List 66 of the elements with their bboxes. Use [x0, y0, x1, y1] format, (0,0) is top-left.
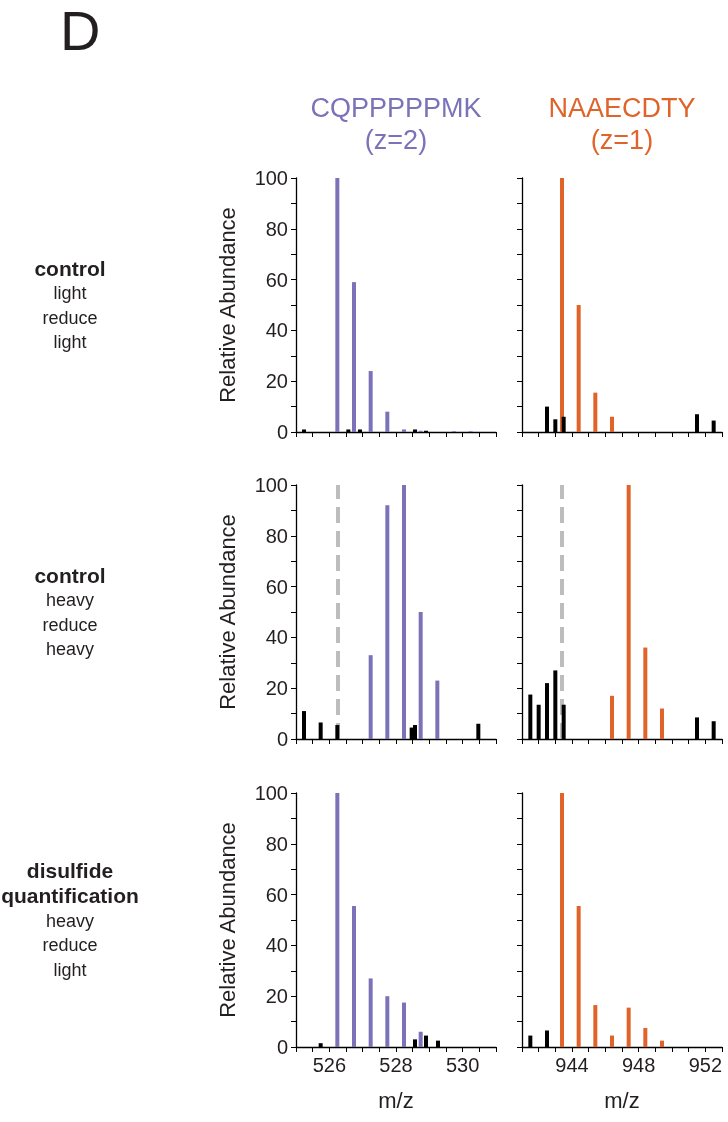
bar	[610, 695, 614, 739]
bar	[610, 416, 614, 432]
bar	[660, 708, 664, 739]
y-tick-label: 40	[265, 626, 288, 649]
bar	[576, 305, 581, 432]
bar	[385, 996, 390, 1047]
bar	[610, 1035, 614, 1047]
bar	[560, 793, 564, 1047]
bar	[368, 371, 373, 432]
x-axis-title: m/z	[604, 1087, 640, 1113]
y-tick-label: 100	[254, 167, 288, 189]
bar	[385, 411, 390, 432]
bar	[418, 1031, 423, 1047]
y-tick-label: 20	[265, 677, 288, 700]
y-tick-label: 20	[265, 985, 288, 1008]
y-axis-title: Relative Abundance	[214, 514, 240, 710]
bar	[402, 1002, 406, 1047]
text: control light reduce light	[34, 256, 106, 352]
y-tick-label: 40	[265, 319, 288, 342]
text: D	[60, 0, 101, 62]
bar	[593, 1005, 598, 1047]
x-axis-title: m/z	[378, 1087, 414, 1113]
y-tick-label: 0	[276, 421, 288, 443]
y-tick-label: 100	[254, 782, 288, 804]
bar	[418, 612, 423, 739]
bar	[435, 680, 440, 739]
y-tick-label: 20	[265, 370, 288, 393]
bar	[402, 429, 406, 432]
bar	[352, 906, 356, 1047]
y-axis-title: Relative Abundance	[214, 207, 240, 403]
y-tick-label: 80	[265, 832, 288, 855]
bar	[402, 485, 406, 739]
bar	[643, 1027, 648, 1047]
chart-title: CQPPPPPMK (z=2)	[310, 93, 482, 155]
bar	[643, 647, 648, 739]
y-tick-label: 60	[265, 883, 288, 906]
bar	[335, 793, 340, 1047]
x-tick-label: 944	[555, 1054, 589, 1076]
x-tick-label: 528	[379, 1054, 413, 1076]
y-tick-label: 80	[265, 217, 288, 240]
y-tick-label: 0	[276, 1036, 288, 1058]
y-tick-label: 60	[265, 575, 288, 598]
bar	[626, 1007, 631, 1047]
x-tick-label: 526	[312, 1054, 347, 1076]
bar	[352, 282, 356, 432]
y-axis-title: Relative Abundance	[214, 822, 240, 1018]
x-tick-label: 530	[445, 1054, 480, 1076]
bar	[385, 505, 390, 739]
y-tick-label: 80	[265, 524, 288, 547]
bar	[626, 485, 631, 739]
y-tick-label: 100	[254, 474, 288, 496]
bar	[335, 178, 340, 432]
bar	[593, 392, 598, 432]
bar	[576, 906, 581, 1047]
text: control heavy reduce heavy	[34, 563, 106, 659]
x-tick-label: 952	[688, 1054, 723, 1076]
bar	[368, 978, 373, 1047]
bar	[368, 655, 373, 739]
bar	[660, 1040, 664, 1047]
chart-title: NAAECDTY (z=1)	[548, 93, 696, 155]
bar	[560, 178, 564, 432]
text: disulfide quantification heavy reduce light	[1, 859, 139, 980]
y-tick-label: 0	[276, 728, 288, 750]
x-tick-label: 948	[621, 1054, 656, 1076]
y-tick-label: 40	[265, 934, 288, 957]
y-tick-label: 60	[265, 268, 288, 291]
